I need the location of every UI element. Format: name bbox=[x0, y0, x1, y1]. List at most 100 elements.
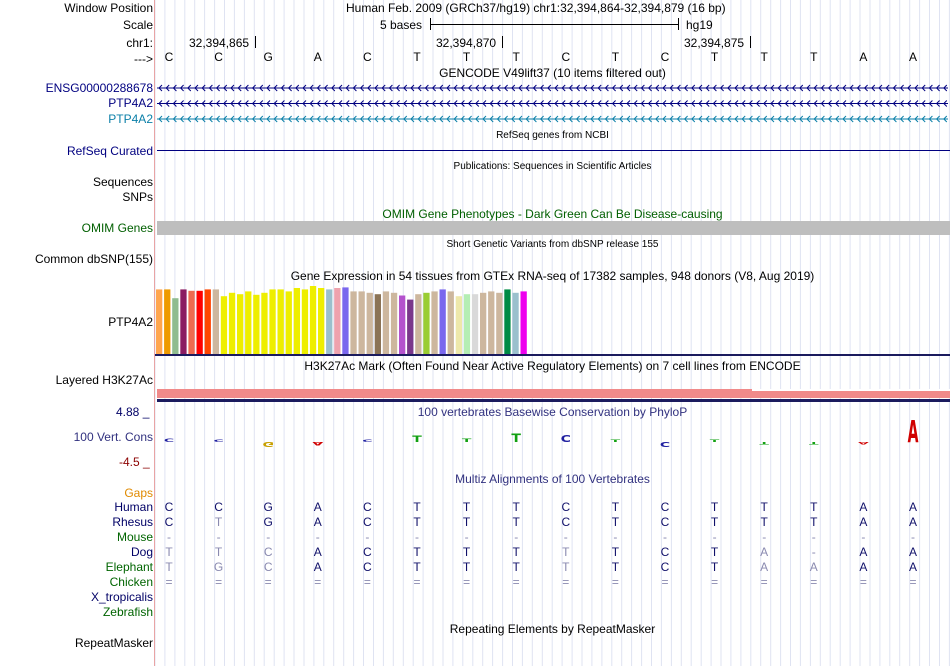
species-label-dog[interactable]: Dog bbox=[130, 545, 153, 559]
alignment-base: - bbox=[911, 530, 915, 544]
gtex-bar-44 bbox=[504, 289, 511, 354]
window-position-value[interactable]: Human Feb. 2009 (GRCh37/hg19) chr1:32,39… bbox=[346, 1, 726, 15]
gencode-item-3-label[interactable]: PTP4A2 bbox=[108, 112, 153, 126]
alignment-base: C bbox=[263, 560, 273, 574]
publications-snps-label[interactable]: SNPs bbox=[122, 190, 153, 204]
h3k27ac-signal[interactable] bbox=[157, 389, 950, 398]
gencode-item-1-label[interactable]: ENSG00000288678 bbox=[45, 81, 153, 95]
alignment-base: T bbox=[710, 560, 719, 574]
gtex-bar-29 bbox=[382, 291, 390, 354]
strand-arrow bbox=[863, 115, 868, 123]
gtex-bar-37 bbox=[447, 291, 454, 354]
gencode-features[interactable] bbox=[155, 80, 950, 126]
omim-track-title[interactable]: OMIM Gene Phenotypes - Dark Green Can Be… bbox=[382, 207, 723, 221]
scale-text: 5 bases bbox=[380, 18, 423, 32]
scale-bar-right bbox=[678, 18, 679, 30]
strand-arrow bbox=[698, 84, 703, 92]
strand-arrow bbox=[374, 84, 379, 92]
alignment-base: T bbox=[214, 515, 223, 529]
cons-glyph-16: A bbox=[908, 420, 919, 450]
h3k27ac-track-title[interactable]: H3K27Ac Mark (Often Found Near Active Re… bbox=[304, 359, 801, 373]
dbsnp-track-title[interactable]: Short Genetic Variants from dbSNP releas… bbox=[446, 239, 659, 250]
gencode-item-2-label[interactable]: PTP4A2 bbox=[108, 96, 153, 110]
refseq-gene-line[interactable] bbox=[157, 150, 950, 151]
species-label-rhesus[interactable]: Rhesus bbox=[112, 515, 153, 529]
strand-arrow bbox=[165, 100, 170, 107]
alignment-base: T bbox=[760, 500, 768, 514]
omim-feature-bar[interactable] bbox=[157, 221, 950, 235]
strand-arrow bbox=[352, 100, 357, 107]
gencode-track-title[interactable]: GENCODE V49lift37 (10 items filtered out… bbox=[439, 66, 666, 80]
strand-arrow bbox=[431, 84, 436, 92]
strand-arrow bbox=[208, 100, 213, 107]
gtex-label[interactable]: PTP4A2 bbox=[108, 315, 153, 329]
species-label-elephant[interactable]: Elephant bbox=[105, 560, 153, 574]
refseq-track-title[interactable]: RefSeq genes from NCBI bbox=[496, 130, 609, 141]
strand-arrow bbox=[467, 100, 472, 107]
strand-arrow bbox=[770, 100, 775, 107]
strand-arrow bbox=[424, 115, 429, 123]
strand-arrow bbox=[741, 100, 746, 107]
gtex-bar-8 bbox=[212, 289, 219, 354]
strand-arrow bbox=[856, 84, 861, 92]
strand-arrow bbox=[799, 100, 804, 107]
species-label-human[interactable]: Human bbox=[114, 500, 153, 514]
strand-arrow bbox=[683, 115, 688, 123]
dbsnp-label[interactable]: Common dbSNP(155) bbox=[34, 252, 153, 266]
multiz-track-title[interactable]: Multiz Alignments of 100 Vertebrates bbox=[455, 472, 650, 486]
species-label-mouse[interactable]: Mouse bbox=[116, 530, 153, 544]
strand-arrow bbox=[835, 84, 840, 92]
publications-sequences-label[interactable]: Sequences bbox=[92, 175, 153, 189]
strand-arrow bbox=[611, 84, 616, 92]
strand-arrow bbox=[842, 115, 847, 123]
species-label-x_tropicalis[interactable]: X_tropicalis bbox=[90, 590, 153, 604]
strand-arrow bbox=[287, 84, 292, 92]
refseq-label[interactable]: RefSeq Curated bbox=[66, 144, 153, 158]
gtex-bar-chart[interactable] bbox=[155, 284, 950, 356]
gaps-label[interactable]: Gaps bbox=[124, 486, 153, 500]
strand-arrow bbox=[691, 115, 696, 123]
omim-label[interactable]: OMIM Genes bbox=[81, 221, 153, 235]
strand-arrow bbox=[395, 100, 400, 107]
strand-arrow bbox=[215, 100, 220, 107]
gtex-bar-18 bbox=[293, 288, 300, 354]
strand-arrow bbox=[871, 100, 876, 107]
gtex-track-title[interactable]: Gene Expression in 54 tissues from GTEx … bbox=[290, 269, 815, 283]
gtex-bar-45 bbox=[512, 292, 519, 354]
strand-arrow bbox=[489, 84, 494, 92]
strand-arrow bbox=[806, 100, 811, 107]
strand-arrow bbox=[309, 100, 314, 107]
strand-arrow bbox=[475, 84, 480, 92]
strand-arrow bbox=[158, 115, 163, 123]
cons-label[interactable]: 100 Vert. Cons bbox=[73, 430, 153, 444]
strand-arrow bbox=[561, 84, 566, 92]
repeatmasker-label[interactable]: RepeatMasker bbox=[74, 636, 153, 650]
strand-arrow bbox=[727, 100, 732, 107]
strand-arrow bbox=[208, 115, 213, 123]
strand-arrow bbox=[640, 100, 645, 107]
species-label-chicken[interactable]: Chicken bbox=[109, 575, 153, 589]
strand-arrow bbox=[439, 115, 444, 123]
publications-track-title[interactable]: Publications: Sequences in Scientific Ar… bbox=[453, 161, 652, 172]
strand-arrow bbox=[273, 84, 278, 92]
strand-arrow bbox=[561, 100, 566, 107]
strand-arrow bbox=[187, 100, 192, 107]
repeatmasker-track-title[interactable]: Repeating Elements by RepeatMasker bbox=[449, 622, 656, 636]
alignment-base: T bbox=[810, 500, 818, 514]
strand-arrow bbox=[928, 84, 933, 92]
alignment-base: T bbox=[512, 515, 520, 529]
strand-arrow bbox=[827, 84, 832, 92]
alignment-base: C bbox=[214, 500, 223, 514]
strand-arrow bbox=[503, 115, 508, 123]
gtex-bar-9 bbox=[220, 296, 228, 354]
strand-arrow bbox=[403, 100, 408, 107]
strand-arrow bbox=[741, 115, 746, 123]
cons-ymin: -4.5 _ bbox=[119, 455, 150, 469]
strand-arrow bbox=[309, 115, 314, 123]
species-label-zebrafish[interactable]: Zebrafish bbox=[102, 605, 153, 619]
h3k27ac-label[interactable]: Layered H3K27Ac bbox=[55, 373, 153, 387]
strand-arrow bbox=[518, 100, 523, 107]
cons-track-title[interactable]: 100 vertebrates Basewise Conservation by… bbox=[417, 405, 688, 419]
base-1: C bbox=[164, 50, 174, 64]
